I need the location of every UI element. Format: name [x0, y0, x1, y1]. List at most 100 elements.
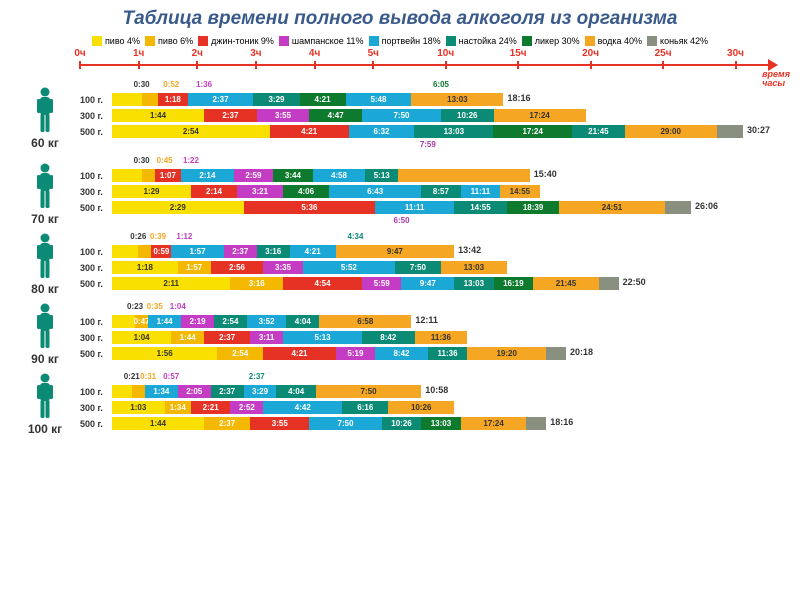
- above-labels: 0:300:521:366:05: [112, 80, 770, 92]
- bar-segment: 11:11: [461, 185, 500, 198]
- bar-segment: 4:04: [286, 315, 319, 328]
- axis-tick-mark: [735, 61, 737, 69]
- bar-segment: 0:47: [135, 315, 148, 328]
- legend-item: коньяк 42%: [647, 36, 708, 46]
- legend-label: пиво 6%: [158, 36, 193, 46]
- bar-segment: 21:45: [533, 277, 599, 290]
- bar-segment: 16:19: [494, 277, 533, 290]
- bar-track: 1:442:373:554:477:5010:2617:24: [112, 109, 770, 122]
- bar-row: 300 г.1:041:442:373:115:138:4211:36: [80, 330, 770, 345]
- bar-segment: 1:18: [158, 93, 188, 106]
- above-label: 1:36: [196, 80, 212, 89]
- bar-segment: 4:54: [283, 277, 362, 290]
- bar-segment: 3:11: [250, 331, 283, 344]
- row-label: 300 г.: [80, 187, 112, 197]
- above-label: 0:30: [134, 156, 150, 165]
- legend-swatch-icon: [279, 36, 289, 46]
- bar-segment: 1:44: [171, 331, 204, 344]
- legend-label: настойка 24%: [459, 36, 517, 46]
- above-label: 1:04: [170, 302, 186, 311]
- bar-segment: 11:36: [428, 347, 467, 360]
- bar-segment: 1:44: [148, 315, 181, 328]
- bar-segment: 4:58: [313, 169, 366, 182]
- axis-tick-label: 25ч: [655, 48, 672, 59]
- bar-segment: 3:16: [230, 277, 283, 290]
- bar-segment: 9:47: [401, 277, 454, 290]
- legend: пиво 4%пиво 6%джин-тоник 9%шампанское 11…: [0, 34, 800, 52]
- bar-segment: 5:36: [244, 201, 376, 214]
- end-label: 22:50: [623, 277, 646, 290]
- weight-label: 100 кг: [28, 422, 62, 436]
- bar-segment: [138, 245, 151, 258]
- bar-segment: 2:37: [204, 331, 250, 344]
- bar-segment: 2:37: [188, 93, 254, 106]
- bar-segment: 17:24: [494, 109, 586, 122]
- bar-segment: 8:57: [421, 185, 460, 198]
- legend-label: коньяк 42%: [660, 36, 708, 46]
- bars-container: 0:260:391:124:34100 г.0:591:572:373:164:…: [80, 232, 770, 296]
- group-label: 80 кг: [10, 232, 80, 296]
- axis-tick-mark: [255, 61, 257, 69]
- below-labels: 7:59: [112, 140, 770, 150]
- legend-item: водка 40%: [585, 36, 642, 46]
- above-label: 1:12: [176, 232, 192, 241]
- bar-row: 100 г.1:342:052:373:294:047:5010:58: [80, 384, 770, 399]
- bar-segment: 3:29: [253, 93, 299, 106]
- legend-swatch-icon: [92, 36, 102, 46]
- legend-swatch-icon: [446, 36, 456, 46]
- person-icon: [36, 86, 54, 134]
- bar-segment: 14:55: [500, 185, 539, 198]
- bar-segment: 2:11: [112, 277, 230, 290]
- bar-segment: 2:37: [211, 385, 244, 398]
- axis-tick-mark: [372, 61, 374, 69]
- bar-track: 1:041:442:373:115:138:4211:36: [112, 331, 770, 344]
- above-label: 0:52: [163, 80, 179, 89]
- bar-segment: [112, 315, 135, 328]
- bar-segment: 4:21: [290, 245, 336, 258]
- bar-track: 1:442:373:557:5010:2613:0317:2418:16: [112, 417, 770, 430]
- row-label: 300 г.: [80, 111, 112, 121]
- bar-segment: 1:29: [112, 185, 191, 198]
- bar-row: 500 г.2:113:164:545:599:4713:0316:1921:4…: [80, 276, 770, 291]
- above-labels: 0:230:351:04: [112, 302, 770, 314]
- bar-track: 1:031:342:212:524:426:1610:26: [112, 401, 770, 414]
- bar-segment: 17:24: [461, 417, 527, 430]
- axis-tick-label: 3ч: [250, 48, 261, 59]
- end-label: 15:40: [534, 169, 557, 182]
- bar-segment: [599, 277, 619, 290]
- bar-row: 100 г.1:182:373:294:215:4813:0318:16: [80, 92, 770, 107]
- bar-segment: 5:48: [346, 93, 412, 106]
- bar-segment: 6:32: [349, 125, 415, 138]
- legend-swatch-icon: [585, 36, 595, 46]
- above-label: 1:22: [183, 156, 199, 165]
- bar-track: 1:342:052:373:294:047:5010:58: [112, 385, 770, 398]
- bar-segment: 13:03: [421, 417, 460, 430]
- axis-tick-mark: [196, 61, 198, 69]
- group-label: 90 кг: [10, 302, 80, 366]
- time-axis: 0ч1ч2ч3ч4ч5ч10ч15ч20ч25ч30ч времячасы: [80, 52, 770, 80]
- weight-group: 60 кг0:300:521:366:05100 г.1:182:373:294…: [10, 80, 770, 150]
- bar-segment: 1:34: [165, 401, 191, 414]
- bar-row: 100 г.0:591:572:373:164:219:4713:42: [80, 244, 770, 259]
- bar-segment: [526, 417, 546, 430]
- row-label: 500 г.: [80, 203, 112, 213]
- bar-segment: 3:55: [250, 417, 309, 430]
- bar-row: 300 г.1:442:373:554:477:5010:2617:24: [80, 108, 770, 123]
- bar-segment: 7:50: [309, 417, 381, 430]
- bar-segment: 2:59: [234, 169, 273, 182]
- bar-row: 100 г.1:072:142:593:444:585:1315:40: [80, 168, 770, 183]
- bar-segment: [112, 169, 142, 182]
- axis-tick-label: 30ч: [727, 48, 744, 59]
- bar-segment: 13:03: [441, 261, 507, 274]
- bar-segment: 5:59: [362, 277, 401, 290]
- legend-label: ликер 30%: [535, 36, 580, 46]
- bar-segment: 1:56: [112, 347, 217, 360]
- weight-group: 80 кг0:260:391:124:34100 г.0:591:572:373…: [10, 232, 770, 296]
- bar-segment: 4:21: [300, 93, 346, 106]
- legend-swatch-icon: [647, 36, 657, 46]
- axis-tick-label: 1ч: [133, 48, 144, 59]
- bar-segment: 8:42: [362, 331, 415, 344]
- bar-segment: [717, 125, 743, 138]
- above-label: 0:57: [163, 372, 179, 381]
- bar-segment: 11:36: [415, 331, 468, 344]
